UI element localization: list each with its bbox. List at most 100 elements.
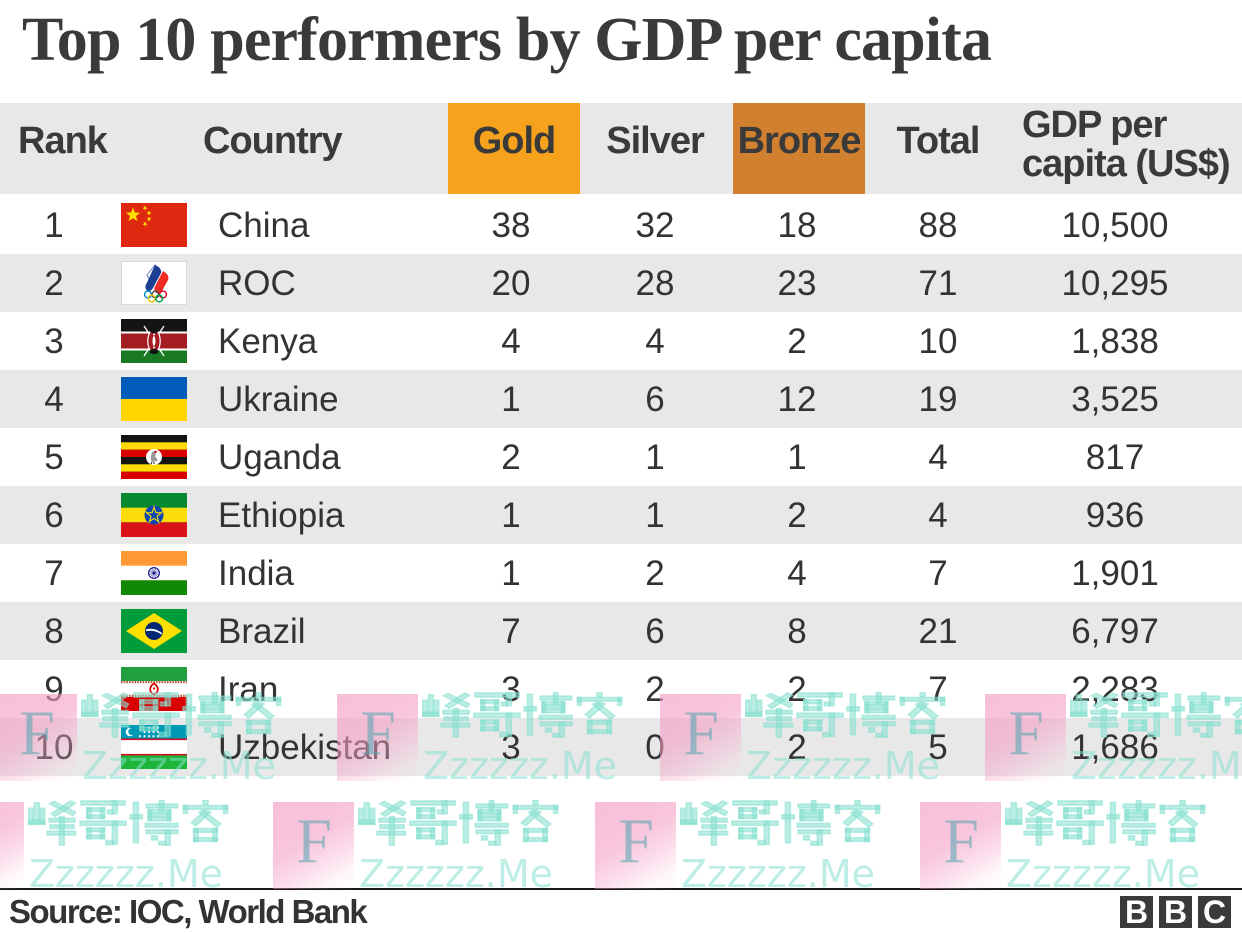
cell-silver: 1 — [645, 438, 665, 477]
cell-country: Ethiopia — [218, 496, 345, 535]
source-note: Source: IOC, World Bank — [9, 893, 368, 930]
cell-gold: 1 — [501, 496, 521, 535]
watermark-letter: F — [0, 808, 15, 874]
cell-rank: 3 — [44, 322, 64, 361]
india-flag — [121, 551, 187, 595]
cell-country: Uganda — [218, 438, 341, 477]
china-flag — [121, 203, 187, 247]
ethiopia-flag — [121, 493, 187, 537]
column-header-rank: Rank — [18, 120, 108, 162]
cell-rank: 7 — [44, 554, 64, 593]
column-header-gdp: GDP per capita (US$) — [1022, 104, 1231, 185]
column-header-bronze: Bronze — [737, 120, 862, 162]
ukraine-flag — [121, 377, 187, 421]
cell-gold: 38 — [491, 206, 531, 245]
cell-bronze: 4 — [787, 554, 807, 593]
cell-silver: 1 — [645, 496, 665, 535]
table-row-ethiopia: 6 Ethiopia 1 1 2 4 936 — [0, 486, 1242, 544]
cell-gdp: 936 — [1085, 496, 1145, 535]
cell-gold: 7 — [501, 612, 521, 651]
cell-silver: 28 — [635, 264, 675, 303]
cell-total: 4 — [928, 496, 948, 535]
cell-rank: 5 — [44, 438, 64, 477]
cell-total: 7 — [928, 554, 948, 593]
cell-bronze: 23 — [777, 264, 817, 303]
bbc-logo-letter: B — [1120, 896, 1153, 929]
watermark-cjk-text — [1005, 800, 1206, 846]
cell-gold: 2 — [501, 438, 521, 477]
brazil-flag — [121, 609, 187, 653]
cell-gdp: 10,500 — [1061, 206, 1169, 245]
cell-silver: 6 — [645, 612, 665, 651]
table-header-row: Rank Country Gold Silver Bronze Total GD… — [0, 103, 1242, 194]
iran-flag — [121, 667, 187, 711]
watermark-cjk-text — [28, 800, 229, 846]
cell-country: Brazil — [218, 612, 306, 651]
cell-total: 21 — [918, 612, 958, 651]
table-row-india: 7 India 1 2 4 7 1,901 — [0, 544, 1242, 602]
cell-rank: 10 — [34, 728, 74, 767]
cell-rank: 2 — [44, 264, 64, 303]
table-row-brazil: 8 Brazil 7 6 8 21 6,797 — [0, 602, 1242, 660]
cell-gold: 20 — [491, 264, 531, 303]
cell-country: ROC — [218, 264, 296, 303]
watermark-letter: F — [943, 805, 979, 876]
column-header-country: Country — [203, 120, 343, 162]
watermark-pink-square — [273, 802, 354, 889]
cell-gdp: 2,283 — [1071, 670, 1159, 709]
cell-silver: 32 — [635, 206, 675, 245]
table-row-iran: 9 Iran 3 2 2 7 2,283 — [0, 660, 1242, 718]
table-row-roc: 2 ROC 20 28 23 71 10,295 — [0, 254, 1242, 312]
watermark-pink-square — [595, 802, 676, 889]
column-header-gold-highlight: Gold — [448, 103, 580, 194]
cell-country: Ukraine — [218, 380, 339, 419]
cell-silver: 2 — [645, 670, 665, 709]
page-title: Top 10 performers by GDP per capita — [22, 6, 992, 74]
cell-total: 4 — [928, 438, 948, 477]
kenya-flag — [121, 319, 187, 363]
cell-rank: 9 — [44, 670, 64, 709]
watermark-pink-square — [0, 802, 24, 889]
column-header-gold: Gold — [472, 120, 557, 162]
cell-gold: 1 — [501, 380, 521, 419]
cell-gold: 4 — [501, 322, 521, 361]
column-header-bronze-highlight: Bronze — [733, 103, 865, 194]
watermark-cjk-text — [680, 800, 881, 846]
watermark-pink-square — [920, 802, 1001, 889]
column-header-silver: Silver — [606, 120, 705, 162]
cell-gdp: 6,797 — [1071, 612, 1159, 651]
cell-total: 19 — [918, 380, 958, 419]
cell-total: 88 — [918, 206, 958, 245]
column-header-total: Total — [896, 120, 981, 162]
cell-country: Iran — [218, 670, 279, 709]
cell-bronze: 1 — [787, 438, 807, 477]
cell-gdp: 1,686 — [1071, 728, 1159, 767]
bbc-logo-letter: B — [1159, 896, 1192, 929]
cell-gold: 3 — [501, 670, 521, 709]
cell-bronze: 2 — [787, 728, 807, 767]
cell-gold: 1 — [501, 554, 521, 593]
cell-gdp: 1,901 — [1071, 554, 1159, 593]
cell-silver: 2 — [645, 554, 665, 593]
cell-country: Kenya — [218, 322, 318, 361]
cell-rank: 6 — [44, 496, 64, 535]
footer-divider — [0, 888, 1242, 890]
table-row-china: 1 China 38 32 18 88 10,500 — [0, 196, 1242, 254]
table-row-uganda: 5 Uganda 2 1 1 4 817 — [0, 428, 1242, 486]
table-row-kenya: 3 Kenya 4 4 2 10 1,838 — [0, 312, 1242, 370]
cell-country: India — [218, 554, 294, 593]
cell-bronze: 18 — [777, 206, 817, 245]
cell-silver: 6 — [645, 380, 665, 419]
cell-gold: 3 — [501, 728, 521, 767]
cell-country: China — [218, 206, 310, 245]
watermark-letter: F — [618, 805, 654, 876]
table-row-uzbekistan: 10 Uzbekistan 3 0 2 5 1,686 — [0, 718, 1242, 776]
table-row-ukraine: 4 Ukraine 1 6 12 19 3,525 — [0, 370, 1242, 428]
cell-rank: 8 — [44, 612, 64, 651]
cell-bronze: 2 — [787, 670, 807, 709]
cell-total: 10 — [918, 322, 958, 361]
